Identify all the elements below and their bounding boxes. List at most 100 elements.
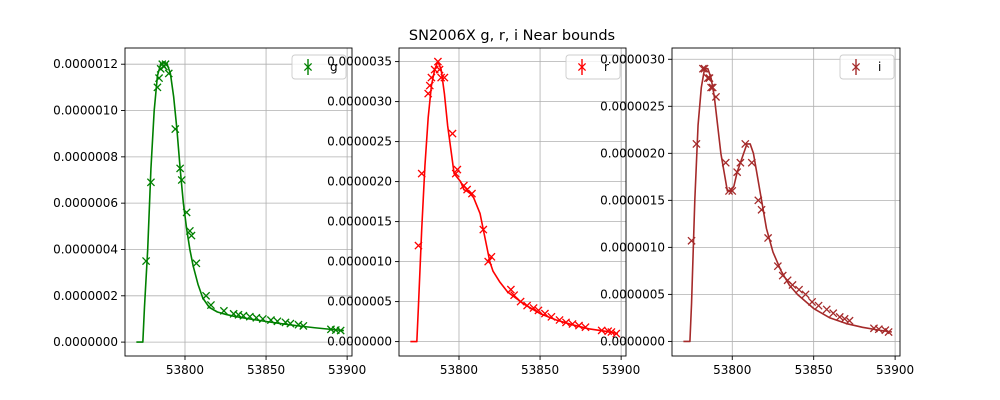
data-point-g-30 [299,321,308,330]
legend-box-i [839,54,895,80]
data-point-g-24 [258,314,267,324]
legend-marker-i [851,62,861,72]
legend-label-g: g [330,60,338,74]
data-point-i-10 [724,186,734,196]
axes-frame-i [671,47,901,357]
data-point-i-17 [757,205,766,214]
data-point-g-16 [202,291,211,300]
data-point-r-18 [487,252,496,261]
x-tick-label-g-2: 53900 [328,363,366,377]
x-tick-label-r-2: 53900 [602,363,640,377]
data-point-r-23 [529,303,538,313]
data-point-r-22 [523,301,532,310]
data-point-g-18 [219,306,228,315]
data-point-g-11 [177,175,186,185]
data-point-r-6 [433,57,442,66]
data-point-i-23 [794,285,804,294]
y-tick-label-i-0: 0.0000000 [600,334,665,348]
data-point-i-31 [845,316,854,325]
y-tick-label-r-2: 0.0000010 [327,255,392,269]
data-point-g-27 [281,318,290,327]
data-point-i-9 [721,158,730,167]
data-point-g-12 [182,208,191,217]
data-point-g-29 [294,320,303,329]
x-tick-label-i-0: 53800 [713,363,751,377]
observations-r [414,57,621,338]
y-tick-label-g-4: 0.0000008 [53,150,118,164]
legend-g: g [291,54,347,80]
data-point-r-26 [547,312,556,321]
legend-label-r: r [604,60,609,74]
y-tick-label-g-1: 0.0000002 [53,289,118,303]
data-point-g-33 [336,326,345,335]
data-point-r-35 [612,329,621,338]
data-point-r-29 [568,319,577,329]
y-tick-label-r-4: 0.0000020 [327,175,392,189]
data-point-r-2 [424,89,433,98]
data-point-g-7 [161,60,170,69]
data-point-r-0 [414,241,423,250]
data-point-r-28 [561,318,571,327]
data-point-g-23 [252,313,261,322]
y-tick-label-r-5: 0.0000025 [327,135,392,149]
data-point-g-9 [171,124,180,134]
data-point-r-17 [484,257,493,266]
x-tick-label-i-2: 53900 [876,363,914,377]
panel-g: 53800 53850 53900 0.0000000 0.0000002 0.00000… [53,47,366,377]
panel-i: 53800 53850 53900 0.0000000 0.0000005 0.00000… [600,47,914,377]
data-point-i-8 [711,92,721,101]
data-point-i-15 [747,158,756,167]
data-point-i-2 [698,64,708,73]
data-point-r-34 [607,327,616,337]
x-tick-label-i-1: 53850 [795,363,833,377]
y-tick-label-i-2: 0.0000010 [600,240,665,254]
data-point-g-1 [146,178,156,187]
data-point-g-15 [192,259,201,268]
data-point-r-32 [597,326,606,335]
data-point-r-24 [534,306,543,315]
y-tick-label-r-7: 0.0000035 [327,55,392,69]
grid-i [672,48,900,356]
legend-i: i [839,54,895,80]
data-point-i-13 [736,158,745,167]
x-tick-label-r-0: 53800 [440,363,478,377]
y-tick-label-g-5: 0.0000010 [53,104,118,118]
y-tick-label-i-1: 0.0000005 [600,287,665,301]
y-tick-label-i-4: 0.0000020 [600,146,665,160]
legend-marker-r [577,62,587,72]
data-point-g-22 [245,312,254,321]
data-point-r-27 [555,315,564,325]
data-point-g-25 [266,316,275,325]
data-point-i-26 [814,301,823,310]
x-tick-label-g-1: 53850 [247,363,285,377]
data-point-r-25 [540,309,549,318]
data-point-r-10 [448,129,457,138]
data-point-r-15 [467,189,477,198]
data-point-r-31 [581,323,590,332]
data-point-r-30 [574,321,584,330]
y-tick-label-r-6: 0.0000030 [327,95,392,109]
axes-frame-g [124,47,353,357]
y-tick-label-i-6: 0.0000030 [600,52,665,66]
y-tick-label-i-5: 0.0000025 [600,99,665,113]
y-tick-label-g-0: 0.0000000 [53,335,118,349]
data-point-i-18 [764,233,773,243]
data-point-i-14 [741,139,750,148]
panel-r: 53800 53850 53900 0.0000000 0.0000005 0.00000… [327,47,640,377]
x-tick-label-r-1: 53850 [521,363,559,377]
data-point-r-12 [453,165,462,174]
data-point-r-3 [425,81,434,90]
y-tick-label-g-2: 0.0000004 [53,242,118,256]
y-tick-label-i-3: 0.0000015 [600,193,665,207]
data-point-g-26 [273,317,282,326]
y-tick-label-g-3: 0.0000006 [53,196,118,210]
observations-g [142,60,345,335]
grid-r [399,48,626,356]
data-point-r-9 [440,73,449,82]
data-point-r-7 [435,65,444,74]
data-point-i-29 [835,312,844,322]
x-tick-label-g-0: 53800 [166,363,204,377]
data-point-i-24 [801,290,810,299]
figure-title: SN2006X g, r, i Near bounds [409,28,615,44]
